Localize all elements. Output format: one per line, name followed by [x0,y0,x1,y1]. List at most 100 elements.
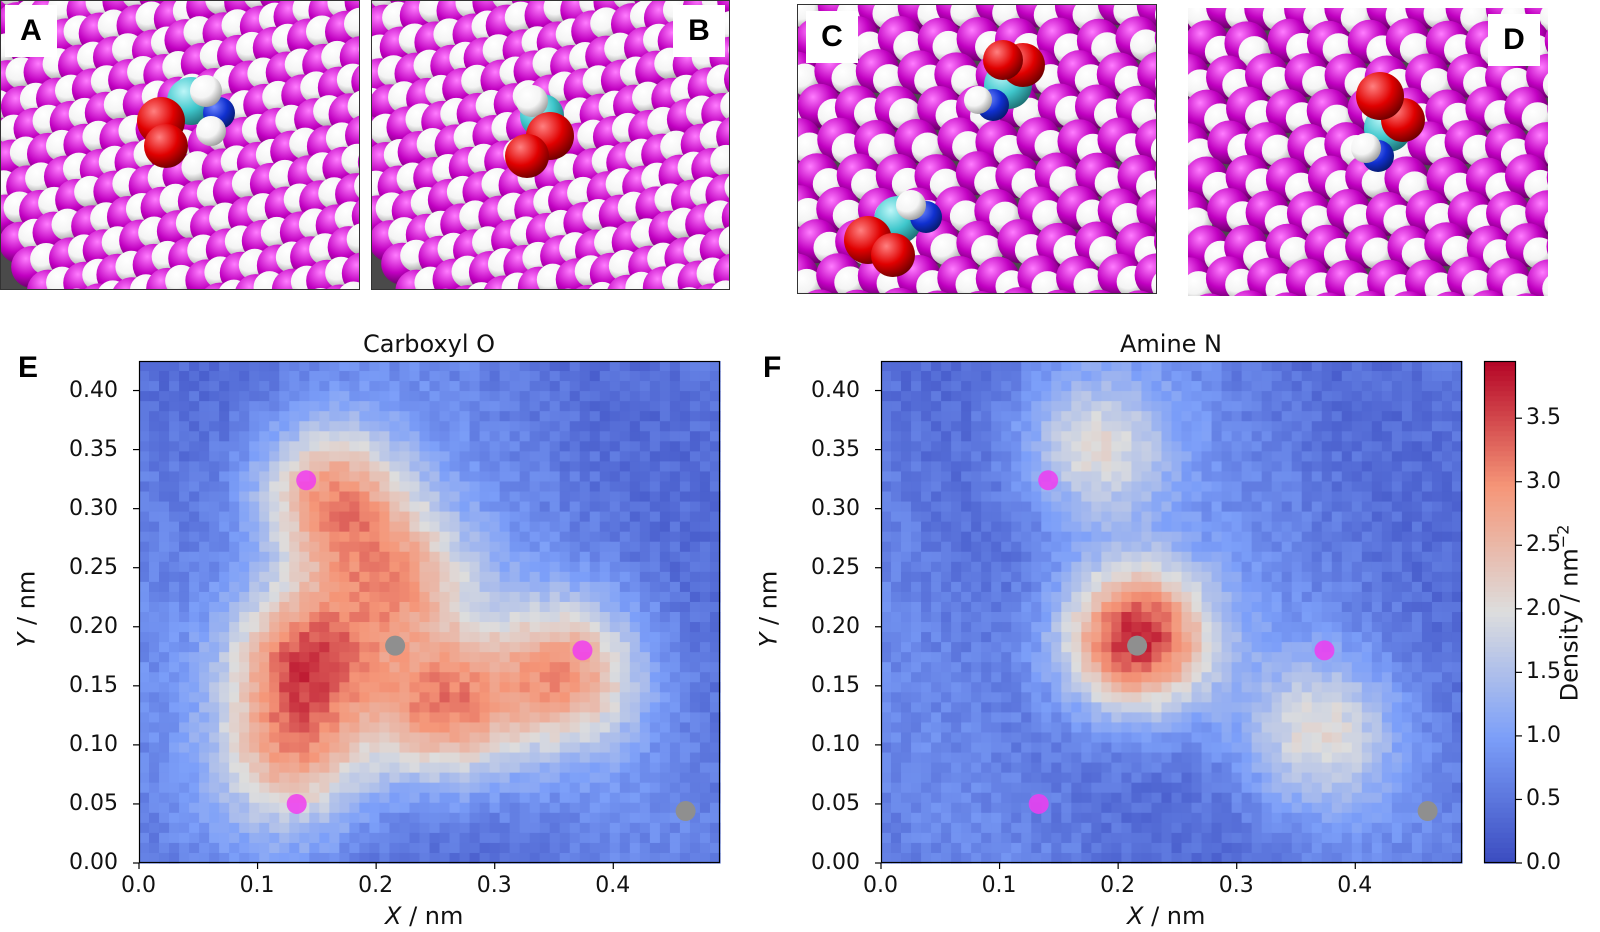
heatmap-cell [669,662,681,673]
heatmap-cell [439,391,451,402]
heatmap-cell [659,852,671,864]
heatmap-cell [659,792,671,804]
heatmap-cell [549,531,561,543]
heatmap-cell [1001,361,1012,372]
heatmap-cell [309,561,320,573]
heatmap-cell [589,822,601,834]
heatmap-cell [1301,421,1313,432]
heatmap-cell [199,591,210,603]
heatmap-cell [559,411,571,422]
heatmap-cell [319,702,330,713]
heatmap-cell [199,812,210,824]
heatmap-cell [1041,401,1052,412]
heatmap-cell [209,391,220,402]
snap-surface-atom-228 [927,290,948,293]
heatmap-cell [379,652,391,663]
heatmap-cell [599,712,611,724]
heatmap-cell [409,632,421,643]
heatmap-cell [649,561,661,573]
heatmap-cell [639,391,651,402]
heatmap-cell [249,511,260,523]
heatmap-cell [1221,421,1233,432]
heatmap-cell [599,571,611,583]
heatmap-cell [639,652,651,663]
heatmap-cell [309,652,320,663]
heatmap-cell [529,772,541,784]
heatmap-cell [509,521,521,533]
heatmap-cell [159,852,170,864]
heatmap-cell [539,521,551,533]
heatmap-cell [379,381,391,392]
snap-surface-atom-64 [1544,29,1548,53]
heatmap-cell [219,752,230,764]
heatmap-cell [589,632,601,643]
chart-e-xlabel-unit: / nm [401,902,464,930]
heatmap-cell [269,481,280,493]
heatmap-cell [619,712,631,724]
heatmap-cell [489,571,501,583]
heatmap-cell [559,471,571,483]
heatmap-cell [209,702,220,713]
heatmap-cell [1031,381,1042,392]
heatmap-cell [1231,421,1243,432]
heatmap-cell [309,441,320,452]
heatmap-cell [349,561,360,573]
heatmap-cell [269,632,280,643]
heatmap-cell [709,652,721,663]
heatmap-cell [229,541,240,553]
heatmap-cell [1091,371,1102,382]
heatmap-cell [229,702,240,713]
heatmap-cell [569,852,581,864]
heatmap-cell [269,451,280,462]
heatmap-cell [539,832,551,844]
heatmap-cell [349,752,360,764]
heatmap-cell [579,752,591,764]
heatmap-cell [559,531,571,543]
heatmap-cell [359,401,370,412]
heatmap-cell [159,471,170,483]
heatmap-cell [389,551,401,563]
heatmap-cell [699,461,711,473]
heatmap-cell [359,511,370,523]
heatmap-cell [439,361,451,372]
heatmap-cell [249,662,260,673]
heatmap-cell [1251,391,1263,402]
heatmap-cell [639,832,651,844]
heatmap-cell [449,581,461,593]
heatmap-cell [329,471,340,483]
heatmap-cell [669,632,681,643]
heatmap-cell [399,822,411,834]
heatmap-cell [359,431,370,442]
heatmap-cell [439,601,451,613]
heatmap-cell [269,782,280,794]
heatmap-cell [329,571,340,583]
heatmap-cell [339,541,350,553]
heatmap-cell [279,662,290,673]
heatmap-cell [489,531,501,543]
heatmap-cell [389,812,401,824]
heatmap-cell [229,411,240,422]
heatmap-cell [279,722,290,734]
heatmap-cell [379,762,391,774]
heatmap-cell [489,391,501,402]
heatmap-cell [529,662,541,673]
heatmap-cell [269,752,280,764]
heatmap-cell [1151,371,1163,382]
snap-surface-atom-228 [1316,292,1341,296]
heatmap-cell [699,571,711,583]
heatmap-cell [419,381,431,392]
heatmap-cell [349,782,360,794]
heatmap-cell [479,732,491,744]
heatmap-cell [659,491,671,503]
heatmap-cell [389,782,401,794]
heatmap-cell [329,411,340,422]
heatmap-cell [609,541,621,553]
heatmap-cell [1001,401,1012,412]
heatmap-cell [169,832,180,844]
heatmap-cell [469,571,481,583]
heatmap-cell [349,672,360,683]
panel-label-d: D [1488,14,1540,66]
heatmap-cell [1211,411,1223,422]
heatmap-cell [299,762,310,774]
heatmap-cell [589,591,601,603]
